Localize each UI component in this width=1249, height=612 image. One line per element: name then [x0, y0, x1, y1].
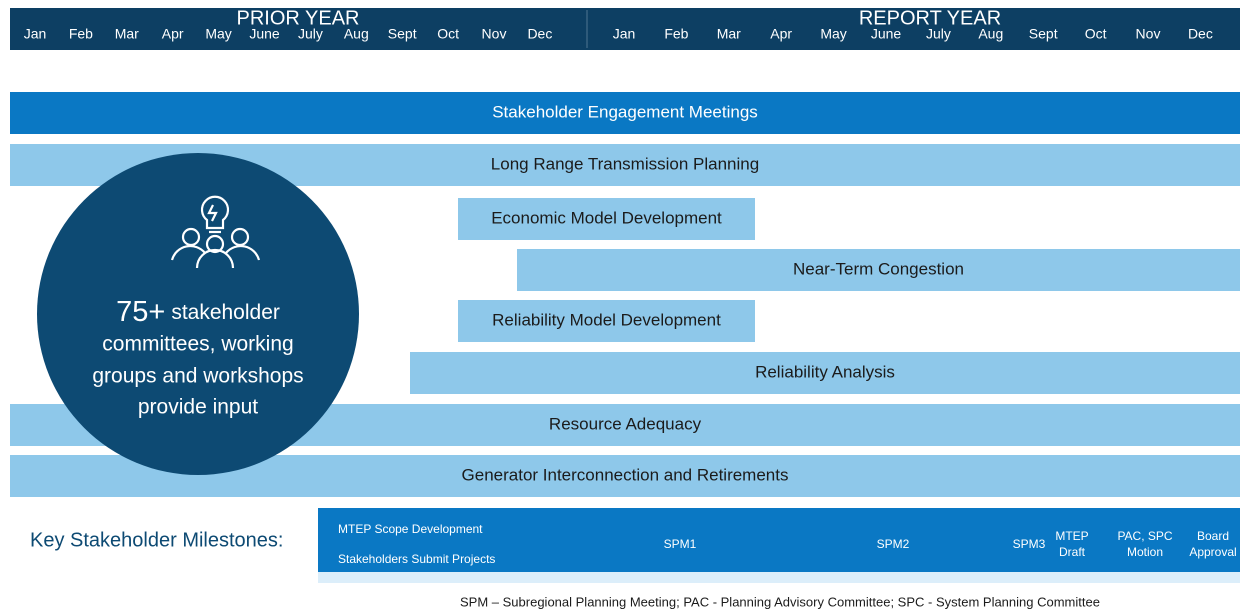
month: July	[926, 26, 951, 42]
month: June	[249, 26, 280, 42]
month: Oct	[437, 26, 459, 42]
footnote: SPM – Subregional Planning Meeting; PAC …	[460, 594, 1100, 609]
milestone: Board	[1197, 529, 1229, 543]
milestone: SPM3	[1013, 537, 1046, 551]
month: Dec	[1188, 26, 1213, 42]
milestone-shadow	[318, 571, 1240, 583]
milestone: Approval	[1189, 545, 1236, 559]
prior-year: PRIOR YEAR	[237, 7, 360, 29]
bar	[458, 198, 755, 240]
bar-label: Resource Adequacy	[549, 414, 702, 433]
month: Mar	[115, 26, 139, 42]
month: Aug	[344, 26, 369, 42]
month: May	[205, 26, 231, 42]
milestone: MTEP Scope Development	[338, 522, 483, 536]
month: Oct	[1085, 26, 1107, 42]
milestone: SPM2	[877, 537, 910, 551]
bar-label: Generator Interconnection and Retirement…	[462, 465, 789, 484]
month: Jan	[24, 26, 47, 42]
milestone-band	[318, 508, 1240, 572]
month: Apr	[162, 26, 184, 42]
header-band	[10, 8, 1240, 50]
month: Jan	[613, 26, 636, 42]
bar-label: Near-Term Congestion	[793, 259, 964, 278]
bar	[458, 300, 755, 342]
month: Feb	[69, 26, 93, 42]
milestone: SPM1	[664, 537, 697, 551]
circle-line: provide input	[138, 396, 258, 419]
milestone: Draft	[1059, 545, 1086, 559]
month: June	[871, 26, 902, 42]
bar-label: Reliability Model Development	[492, 310, 721, 329]
bar-label: Economic Model Development	[491, 208, 722, 227]
bar	[517, 249, 1240, 291]
month: July	[298, 26, 323, 42]
milestone: Motion	[1127, 545, 1163, 559]
bar-label: Long Range Transmission Planning	[491, 154, 759, 173]
month: Nov	[1136, 26, 1161, 42]
circle-line: groups and workshops	[92, 365, 303, 388]
month: Nov	[482, 26, 507, 42]
bar-label: Reliability Analysis	[755, 362, 895, 381]
month: Apr	[770, 26, 792, 42]
circle-number: 75+	[116, 296, 165, 328]
circle-line: 75+ stakeholder	[116, 296, 280, 328]
bar	[10, 92, 1240, 134]
month: Sept	[388, 26, 417, 42]
milestones-title: Key Stakeholder Milestones:	[30, 529, 283, 551]
month: Feb	[664, 26, 688, 42]
month: Mar	[717, 26, 741, 42]
stakeholder-circle: 75+ stakeholder committees, working group…	[37, 153, 359, 475]
circle-line: committees, working	[102, 333, 293, 356]
bar	[410, 352, 1240, 394]
report-year: REPORT YEAR	[859, 7, 1001, 29]
month: May	[820, 26, 846, 42]
circle	[37, 153, 359, 475]
milestone: Stakeholders Submit Projects	[338, 552, 495, 566]
milestone: PAC, SPC	[1117, 529, 1172, 543]
bar-label: Stakeholder Engagement Meetings	[492, 102, 758, 121]
circle-word: stakeholder	[171, 301, 280, 324]
icon	[170, 195, 261, 269]
month: Aug	[978, 26, 1003, 42]
month: Sept	[1029, 26, 1058, 42]
milestone: MTEP	[1055, 529, 1088, 543]
month: Dec	[527, 26, 552, 42]
